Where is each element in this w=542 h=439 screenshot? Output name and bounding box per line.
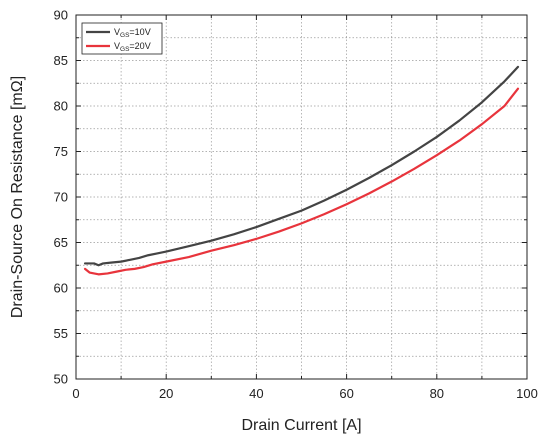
legend-label-vgs20: VGS=20V <box>114 41 151 53</box>
legend-label-vgs10: VGS=10V <box>114 27 151 39</box>
x-tick-label: 100 <box>516 386 538 401</box>
y-tick-labels: 50 55 60 65 70 75 80 85 90 <box>54 8 68 387</box>
y-tick-label: 65 <box>54 235 68 250</box>
legend-label-sub: GS <box>120 46 130 53</box>
x-tick-label: 20 <box>159 386 173 401</box>
y-tick-label: 80 <box>54 99 68 114</box>
x-tick-label: 60 <box>339 386 353 401</box>
series-layer <box>83 65 520 276</box>
y-tick-label: 50 <box>54 372 68 387</box>
ticks <box>75 14 528 380</box>
legend-label-tail: =10V <box>129 27 150 37</box>
x-tick-labels: 0 20 40 60 80 100 <box>72 386 537 401</box>
y-tick-label: 90 <box>54 8 68 23</box>
legend-label-tail: =20V <box>129 41 150 51</box>
x-tick-label: 0 <box>72 386 79 401</box>
legend-label-sub: GS <box>120 32 130 39</box>
x-axis-title: Drain Current [A] <box>241 417 361 434</box>
x-tick-label: 80 <box>430 386 444 401</box>
y-tick-label: 60 <box>54 281 68 296</box>
legend-label-main: V <box>114 27 120 37</box>
y-tick-label: 85 <box>54 53 68 68</box>
grid <box>76 15 527 379</box>
y-axis-title: Drain-Source On Resistance [mΩ] <box>9 76 26 318</box>
series-line-1 <box>83 87 520 276</box>
legend: VGS=10V VGS=20V <box>81 22 163 55</box>
y-tick-label: 55 <box>54 326 68 341</box>
legend-label-main: V <box>114 41 120 51</box>
y-tick-label: 75 <box>54 144 68 159</box>
series-line-0 <box>83 65 520 267</box>
legend-box <box>81 22 163 55</box>
y-tick-label: 70 <box>54 190 68 205</box>
x-tick-label: 40 <box>249 386 263 401</box>
